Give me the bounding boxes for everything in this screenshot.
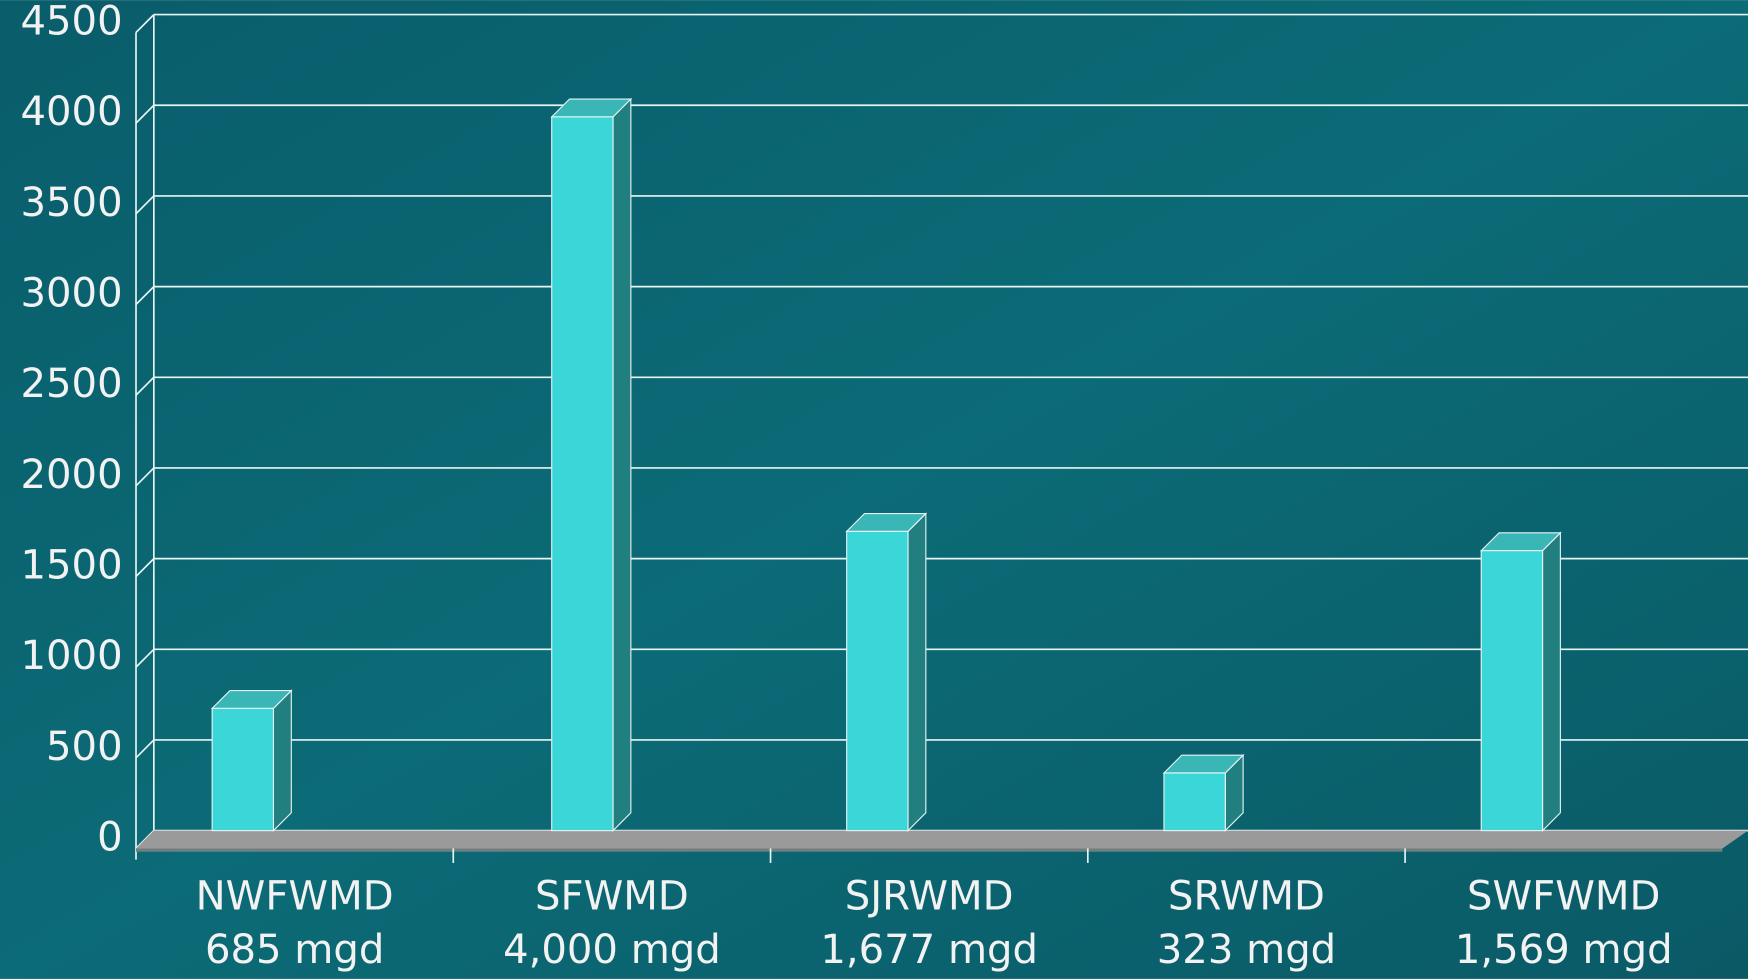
y-tick-label: 3000 <box>21 271 123 317</box>
y-tick-label: 2500 <box>21 361 123 407</box>
y-tick-label: 0 <box>97 815 123 861</box>
floor <box>136 830 1748 849</box>
tick-mark <box>135 648 155 668</box>
tick-mark <box>135 558 155 578</box>
value-label: 323 mgd <box>1157 927 1336 973</box>
bar <box>1480 550 1544 832</box>
x-tick-label: SFWMD <box>535 874 689 920</box>
bar-side <box>612 97 632 832</box>
value-label: 685 mgd <box>205 927 384 973</box>
bar <box>1163 772 1226 832</box>
bar <box>846 530 909 832</box>
y-tick-label: 4500 <box>21 0 123 45</box>
y-tick-label: 1500 <box>21 543 123 589</box>
tick-mark <box>135 739 155 759</box>
floor-edge <box>136 848 1723 852</box>
x-tick-label: SWFWMD <box>1467 874 1660 920</box>
y-tick-label: 1000 <box>21 633 123 679</box>
y-tick-label: 500 <box>46 724 123 770</box>
tick-mark <box>135 104 155 124</box>
bar-side <box>272 689 292 832</box>
x-tick-label: SJRWMD <box>845 874 1014 920</box>
tick-mark <box>135 286 155 306</box>
value-label: 1,677 mgd <box>820 927 1038 973</box>
value-label: 1,569 mgd <box>1455 927 1673 973</box>
tick-mark <box>135 195 155 215</box>
bar <box>211 707 275 832</box>
x-tick-label: SRWMD <box>1168 874 1325 920</box>
y-tick-label: 2000 <box>21 452 123 498</box>
y-tick-label: 4000 <box>21 89 123 135</box>
plot: 0 500 1000 1500 2000 2500 3000 3500 4000 4500 NWFW… <box>21 0 1748 973</box>
bar-side <box>907 512 927 832</box>
value-label: 4,000 mgd <box>503 927 721 973</box>
y-tick-label: 3500 <box>21 180 123 226</box>
tick-mark <box>135 376 155 396</box>
x-tick-label: NWFWMD <box>196 874 394 920</box>
tick-mark <box>135 467 155 487</box>
bar <box>551 116 614 832</box>
tick-mark <box>135 14 155 34</box>
bar-side <box>1541 531 1561 832</box>
